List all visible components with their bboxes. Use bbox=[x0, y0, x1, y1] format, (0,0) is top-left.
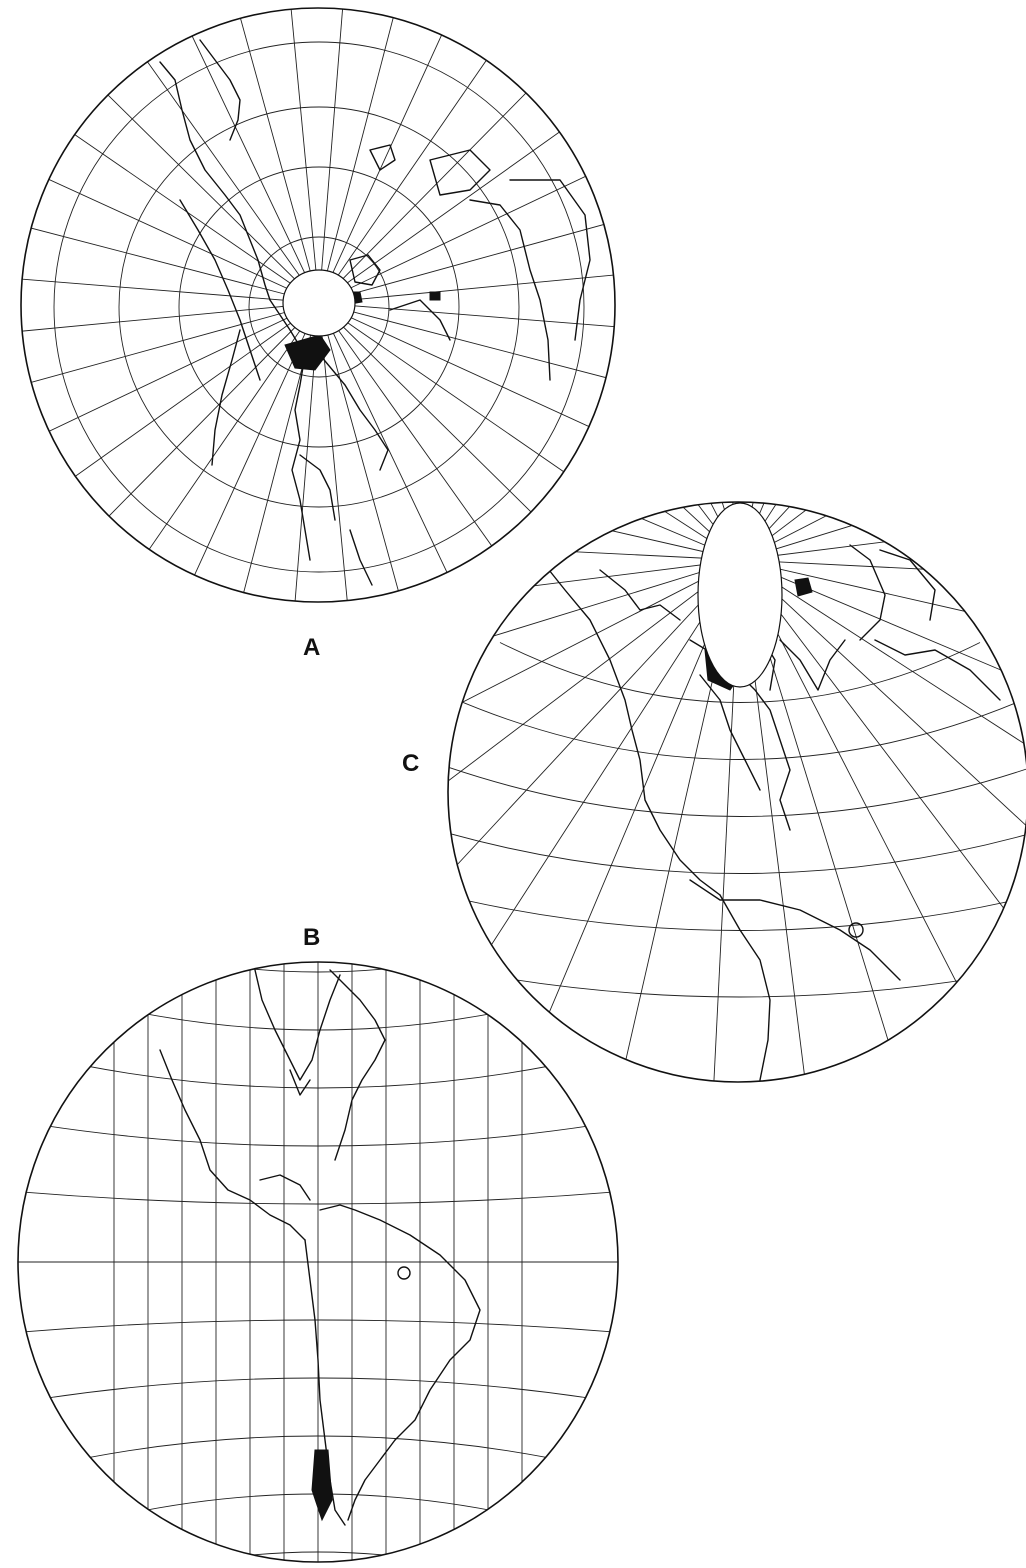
parallel-line bbox=[53, 41, 585, 573]
meridian-line bbox=[318, 8, 615, 304]
meridian-line bbox=[739, 502, 1026, 561]
meridian-line bbox=[318, 8, 495, 304]
parallel-line bbox=[18, 962, 618, 973]
meridian-line bbox=[739, 559, 1026, 1037]
panel-b-rim bbox=[17, 961, 619, 1563]
meridian-line bbox=[318, 8, 354, 304]
meridian-line bbox=[739, 502, 1026, 561]
panel-label-c: C bbox=[402, 750, 419, 777]
meridian-line bbox=[23, 302, 320, 602]
meridian-line bbox=[448, 524, 741, 561]
meridian-line bbox=[318, 122, 615, 304]
meridian-line bbox=[739, 502, 1026, 561]
meridian-line bbox=[21, 196, 320, 304]
parallel-line bbox=[448, 708, 1026, 817]
meridian-line bbox=[318, 59, 615, 304]
meridian-line bbox=[739, 559, 947, 1082]
meridian-line bbox=[318, 302, 360, 602]
meridian-line bbox=[448, 559, 741, 1082]
parallel-line bbox=[18, 1551, 618, 1562]
meridian-line bbox=[21, 64, 320, 304]
pole-singularity-c bbox=[697, 502, 783, 688]
meridian-line bbox=[278, 8, 320, 304]
meridian-line bbox=[739, 502, 776, 561]
meridian-line bbox=[318, 302, 500, 602]
parallel-line bbox=[499, 642, 981, 703]
parallel-line bbox=[18, 1377, 618, 1407]
meridian-line bbox=[318, 8, 558, 304]
meridian-line bbox=[318, 302, 615, 479]
meridian-line bbox=[739, 502, 1026, 561]
meridian-line bbox=[448, 559, 741, 648]
panel-label-b: B bbox=[303, 924, 320, 951]
parallel-line bbox=[248, 236, 390, 378]
parallel-line bbox=[18, 1045, 618, 1089]
meridian-line bbox=[448, 502, 741, 561]
meridian-line bbox=[318, 8, 426, 304]
meridian-line bbox=[21, 268, 320, 304]
meridian-line bbox=[206, 8, 320, 304]
meridian-line bbox=[448, 502, 741, 561]
meridian-line bbox=[739, 559, 1026, 596]
map-panel-b bbox=[17, 961, 619, 1563]
meridian-line bbox=[21, 302, 320, 416]
meridian-line bbox=[21, 8, 320, 304]
meridian-line bbox=[739, 502, 1013, 561]
meridian-line bbox=[448, 559, 741, 1074]
parallel-line bbox=[178, 166, 460, 448]
meridian-line bbox=[138, 8, 320, 304]
panel-a-rim bbox=[20, 7, 616, 603]
meridian-line bbox=[318, 190, 615, 304]
parallel-line bbox=[448, 675, 1026, 760]
meridian-line bbox=[739, 559, 1026, 1082]
parallel-line bbox=[18, 973, 618, 1031]
parallel-line bbox=[18, 1189, 618, 1205]
meridian-line bbox=[652, 502, 741, 561]
parallel-line bbox=[448, 741, 1026, 874]
meridian-line bbox=[448, 502, 741, 561]
meridian-line bbox=[448, 502, 741, 561]
meridian-line bbox=[80, 302, 320, 602]
meridian-line bbox=[739, 502, 1026, 561]
meridian-line bbox=[143, 302, 320, 602]
panel-a-graticule bbox=[21, 8, 615, 602]
map-panel-c bbox=[447, 501, 1026, 1083]
meridian-line bbox=[75, 8, 320, 304]
meridian-line bbox=[739, 559, 1026, 833]
parallel-line bbox=[448, 812, 1026, 998]
meridian-line bbox=[21, 127, 320, 304]
panel-b-coastlines bbox=[159, 969, 481, 1526]
parallel-line bbox=[18, 1319, 618, 1335]
meridian-line bbox=[739, 502, 897, 561]
meridian-line bbox=[739, 502, 1026, 561]
meridian-line bbox=[739, 559, 1026, 717]
meridian-line bbox=[21, 302, 320, 547]
map-panel-a bbox=[20, 7, 616, 603]
panel-a-coastlines bbox=[159, 39, 591, 586]
meridian-line bbox=[448, 559, 741, 767]
parallel-line bbox=[118, 106, 520, 508]
meridian-line bbox=[467, 559, 741, 1082]
meridian-line bbox=[739, 559, 1026, 941]
panel-c-rim bbox=[447, 501, 1026, 1083]
panel-c-graticule bbox=[448, 502, 1026, 1082]
meridian-line bbox=[212, 302, 320, 602]
meridian-line bbox=[318, 302, 432, 602]
meridian-line bbox=[318, 302, 615, 410]
panel-label-a: A bbox=[303, 634, 320, 661]
meridian-line bbox=[21, 302, 320, 484]
meridian-line bbox=[448, 559, 741, 880]
meridian-line bbox=[739, 559, 1026, 1082]
meridian-line bbox=[318, 262, 615, 304]
pole-singularity bbox=[282, 269, 356, 337]
parallel-line bbox=[18, 1117, 618, 1147]
